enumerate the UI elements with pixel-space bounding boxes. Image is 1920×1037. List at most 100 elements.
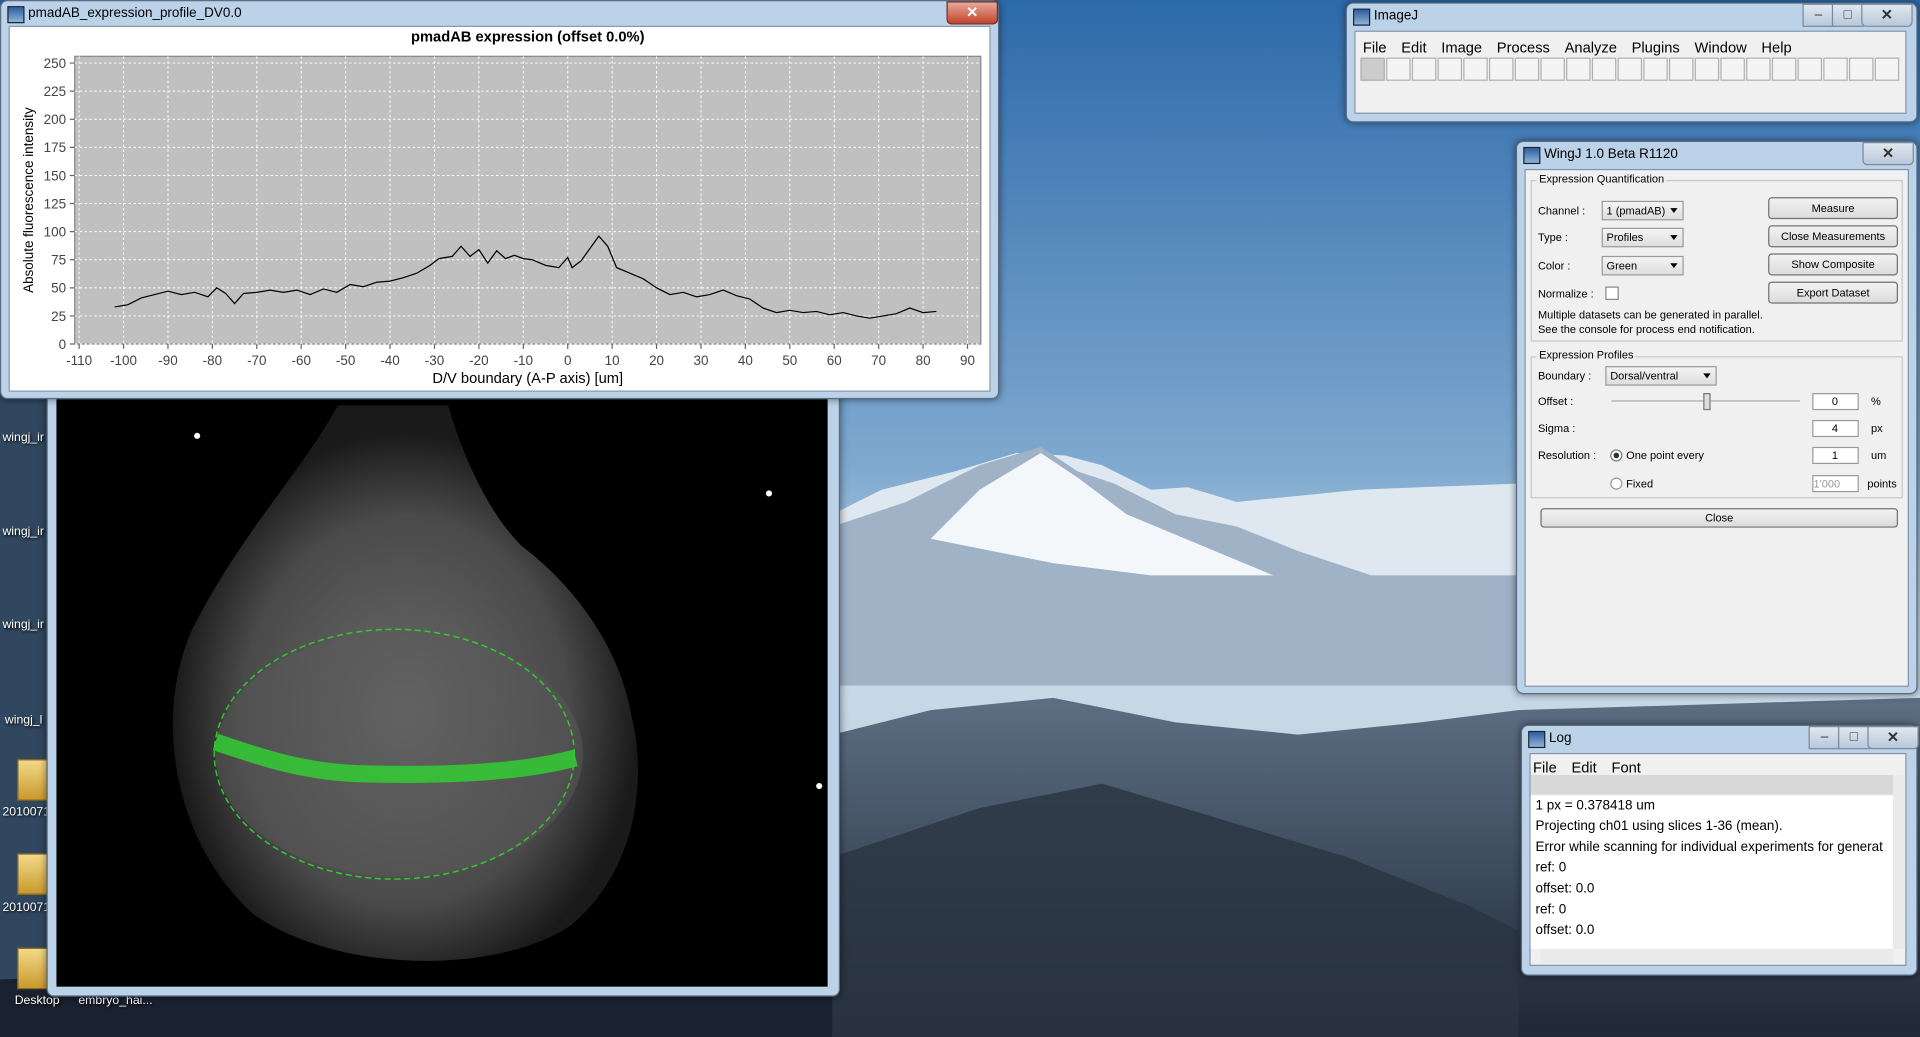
tool-button[interactable] xyxy=(1411,57,1437,81)
window-icon xyxy=(1523,146,1541,165)
y-tick-label: 150 xyxy=(44,168,66,183)
tool-button[interactable] xyxy=(1874,57,1900,81)
y-tick-label: 100 xyxy=(44,225,66,240)
x-tick-label: -110 xyxy=(66,353,92,368)
spinner[interactable]: 1 xyxy=(1812,446,1859,465)
tool-button[interactable] xyxy=(1823,57,1848,81)
menu-item[interactable]: Plugins xyxy=(1631,39,1680,57)
menu-item[interactable]: Edit xyxy=(1401,39,1427,57)
menu-item[interactable]: Process xyxy=(1496,39,1550,57)
maximize-button[interactable]: □ xyxy=(1837,726,1870,750)
button[interactable]: Measure xyxy=(1768,197,1898,220)
log-line: 1 px = 0.378418 um xyxy=(1535,798,1655,813)
y-tick-label: 125 xyxy=(44,196,66,211)
tool-button[interactable] xyxy=(1566,57,1591,81)
button[interactable]: Close xyxy=(1540,508,1898,528)
button[interactable]: Show Composite xyxy=(1768,253,1898,276)
tool-button[interactable] xyxy=(1514,57,1540,81)
menu-item[interactable]: File xyxy=(1533,759,1557,777)
close-button[interactable]: ✕ xyxy=(946,1,998,25)
imagej-window[interactable]: ImageJ – □ ✕ File Edit Image Process Analyze… xyxy=(1345,2,1918,123)
profile-window[interactable]: pmadAB_expression_profile_DV0.0 ✕ pmadAB… xyxy=(0,0,1000,400)
label: Type : xyxy=(1537,231,1568,244)
x-tick-label: 90 xyxy=(960,353,975,368)
log-line: offset: 0.0 xyxy=(1535,881,1595,897)
tool-button[interactable] xyxy=(1771,57,1797,81)
tool-button[interactable] xyxy=(1463,57,1488,81)
desktop-icon-label[interactable]: 2010071 xyxy=(2,805,51,820)
wingj-panel: Expression Quantification Channel : Type… xyxy=(1524,168,1909,687)
tool-button[interactable] xyxy=(1643,57,1668,81)
radio-button[interactable] xyxy=(1610,449,1623,462)
menu-item[interactable]: Window xyxy=(1694,39,1747,57)
menu-item[interactable]: Image xyxy=(1441,39,1483,57)
desktop-icon-label[interactable]: wingj_ir xyxy=(2,430,44,445)
close-button[interactable]: ✕ xyxy=(1862,142,1914,166)
slider-thumb[interactable] xyxy=(1703,393,1711,411)
horizontal-scrollbar[interactable] xyxy=(1540,948,1894,964)
dropdown[interactable]: 1 (pmadAB) xyxy=(1601,200,1684,221)
desktop-icon-label[interactable]: Desktop xyxy=(14,994,60,1008)
spinner[interactable]: 1'000 xyxy=(1812,475,1859,493)
tool-button[interactable] xyxy=(1360,57,1385,81)
desktop-icon-label[interactable]: wingj_ir xyxy=(2,525,44,539)
folder-icon[interactable] xyxy=(17,759,52,801)
label: Resolution : xyxy=(1537,449,1597,462)
tool-button[interactable] xyxy=(1746,57,1771,81)
group-legend: Expression Profiles xyxy=(1536,348,1636,362)
dropdown[interactable]: Green xyxy=(1601,255,1684,276)
menu-item[interactable]: Analyze xyxy=(1564,39,1617,57)
tool-button[interactable] xyxy=(1720,57,1745,81)
menu-item[interactable]: Help xyxy=(1761,39,1792,57)
radio-label[interactable]: Fixed xyxy=(1626,477,1654,490)
tool-button[interactable] xyxy=(1617,57,1643,81)
x-tick-label: -100 xyxy=(110,353,137,368)
minimize-button[interactable]: – xyxy=(1808,726,1841,750)
tool-button[interactable] xyxy=(1694,57,1720,81)
unit: um xyxy=(1871,449,1887,462)
log-line: ref: 0 xyxy=(1535,902,1567,918)
menu-item[interactable]: Font xyxy=(1611,759,1641,777)
tool-button[interactable] xyxy=(1848,57,1874,81)
vertical-scrollbar[interactable] xyxy=(1893,774,1906,949)
radio-button[interactable] xyxy=(1610,477,1623,490)
x-tick-label: -90 xyxy=(158,353,177,368)
tool-button[interactable] xyxy=(1797,57,1823,81)
desktop-icon-label[interactable]: wingj_l xyxy=(4,713,43,728)
group-legend: Expression Quantification xyxy=(1536,172,1667,185)
tool-button[interactable] xyxy=(1488,57,1514,81)
dropdown[interactable]: Profiles xyxy=(1601,227,1684,248)
dropdown[interactable]: Dorsal/ventral xyxy=(1605,366,1717,386)
checkbox[interactable] xyxy=(1605,286,1619,300)
menu-bar: File Edit Image Process Analyze Plugins Window… xyxy=(1354,30,1907,114)
image-window[interactable] xyxy=(46,367,841,997)
radio-label[interactable]: One point every xyxy=(1626,449,1704,462)
log-window[interactable]: Log – □ ✕ File Edit Font 1 px = 0.378418 u… xyxy=(1520,724,1919,976)
tool-button[interactable] xyxy=(1540,57,1565,81)
button[interactable]: Export Dataset xyxy=(1768,281,1898,304)
close-button[interactable]: ✕ xyxy=(1867,726,1919,750)
spinner[interactable]: 0 xyxy=(1812,393,1859,411)
menu-item[interactable]: File xyxy=(1362,39,1387,57)
y-tick-label: 75 xyxy=(51,253,66,268)
close-button[interactable]: ✕ xyxy=(1861,3,1913,27)
tool-button[interactable] xyxy=(1386,57,1411,81)
x-tick-label: -20 xyxy=(469,353,488,368)
tool-button[interactable] xyxy=(1591,57,1617,81)
desktop-icon-label[interactable]: embryo_hai... xyxy=(78,994,153,1008)
log-line: Error while scanning for individual expe… xyxy=(1535,839,1883,855)
desktop-icon-label[interactable]: 2010071 xyxy=(2,901,51,915)
wingj-window[interactable]: WingJ 1.0 Beta R1120 ✕ Expression Quanti… xyxy=(1515,140,1918,695)
log-text: 1 px = 0.378418 um Projecting ch01 using … xyxy=(1530,795,1894,949)
desktop-icon-label[interactable]: wingj_ir xyxy=(2,618,44,632)
tool-button[interactable] xyxy=(1668,57,1694,81)
spinner[interactable]: 4 xyxy=(1812,419,1859,438)
minimize-button[interactable]: – xyxy=(1802,3,1835,27)
tool-button[interactable] xyxy=(1437,57,1463,81)
menu-item[interactable]: Edit xyxy=(1571,759,1597,777)
x-tick-label: 20 xyxy=(649,353,664,368)
unit: px xyxy=(1871,422,1883,435)
button[interactable]: Close Measurements xyxy=(1768,225,1898,248)
maximize-button[interactable]: □ xyxy=(1831,3,1864,27)
